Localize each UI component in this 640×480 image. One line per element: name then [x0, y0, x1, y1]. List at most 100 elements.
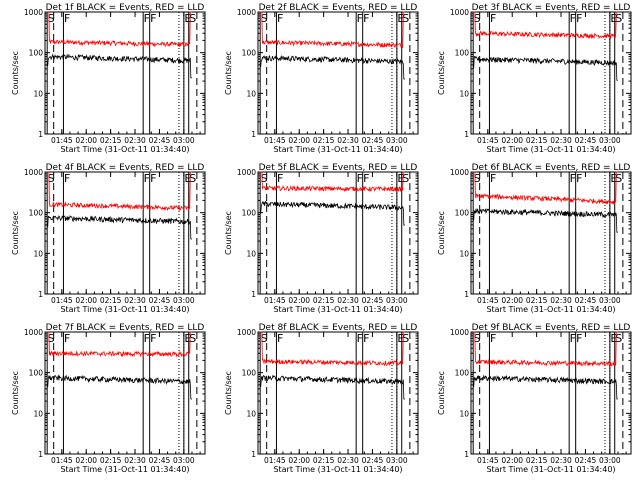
y-tick-label: 100 [455, 49, 470, 58]
plot-frame [44, 171, 206, 295]
series-line-lld [47, 11, 192, 48]
y-tick-label: 1000 [237, 8, 256, 17]
series-line-events [473, 374, 618, 400]
x-tick-label: 03:00 [386, 296, 408, 305]
y-axis-label: Counts/sec [11, 51, 20, 95]
panel-title: Det 4f BLACK = Events, RED = LLD [46, 163, 205, 173]
x-tick-label: 01:45 [264, 296, 286, 305]
x-tick-label: 02:30 [124, 296, 146, 305]
y-tick-label: 10 [459, 249, 469, 258]
marker-label-S: S [615, 332, 622, 345]
panel-title: Det 2f BLACK = Events, RED = LLD [259, 3, 418, 13]
panel-title: Det 5f BLACK = Events, RED = LLD [259, 163, 418, 173]
series-line-lld [473, 11, 618, 40]
x-tick-label: 02:45 [149, 296, 171, 305]
x-tick-label: 02:45 [149, 136, 171, 145]
y-tick-label: 100 [29, 49, 44, 58]
x-tick-label: 02:30 [337, 136, 359, 145]
x-tick-label: 01:45 [264, 456, 286, 465]
x-tick-label: 03:00 [599, 456, 621, 465]
plot-frame [257, 11, 419, 135]
plot-frame [44, 11, 206, 135]
marker-label-E: E [184, 12, 191, 25]
marker-label-E: E [610, 172, 617, 185]
x-axis-label: Start Time (31-Oct-11 01:34:40) [273, 465, 402, 474]
x-tick-label: 02:30 [124, 456, 146, 465]
marker-label-F: F [144, 172, 150, 185]
x-tick-label: 03:00 [173, 296, 195, 305]
x-tick-label: 01:45 [477, 296, 499, 305]
x-tick-label: 02:00 [75, 296, 97, 305]
x-axis-label: Start Time (31-Oct-11 01:34:40) [486, 305, 615, 314]
series-line-lld [473, 171, 618, 205]
series-line-lld [260, 11, 405, 49]
x-axis-label: Start Time (31-Oct-11 01:34:40) [60, 305, 189, 314]
panel-det-6: Det 6f BLACK = Events, RED = LLD 1 10 100 10… [437, 163, 632, 314]
y-tick-label: 1 [464, 450, 469, 459]
y-tick-label: 1 [464, 130, 469, 139]
marker-label-F: F [277, 332, 283, 345]
x-tick-label: 02:45 [575, 136, 597, 145]
x-tick-label: 03:00 [599, 296, 621, 305]
marker-label-F: F [150, 172, 156, 185]
marker-label-F: F [64, 332, 70, 345]
series-line-events [260, 55, 405, 80]
x-tick-label: 02:45 [575, 296, 597, 305]
x-tick-label: 02:45 [362, 296, 384, 305]
x-tick-label: 02:15 [526, 296, 548, 305]
x-tick-label: 02:45 [362, 456, 384, 465]
marker-label-S: S [48, 172, 55, 185]
marker-label-S: S [615, 172, 622, 185]
marker-label-F: F [570, 332, 576, 345]
panel-title: Det 1f BLACK = Events, RED = LLD [46, 3, 205, 13]
x-tick-label: 02:15 [313, 456, 335, 465]
y-tick-label: 1000 [24, 328, 43, 337]
x-axis-label: Start Time (31-Oct-11 01:34:40) [60, 145, 189, 154]
marker-label-E: E [610, 12, 617, 25]
marker-label-F: F [357, 172, 363, 185]
y-tick-label: 1 [251, 290, 256, 299]
x-axis-label: Start Time (31-Oct-11 01:34:40) [486, 145, 615, 154]
panel-det-7: Det 7f BLACK = Events, RED = LLD 1 10 100 10… [11, 323, 206, 474]
x-tick-label: 02:30 [337, 456, 359, 465]
marker-label-S: S [402, 172, 409, 185]
x-tick-label: 02:45 [362, 136, 384, 145]
y-tick-label: 10 [33, 409, 43, 418]
y-axis-label: Counts/sec [11, 371, 20, 415]
x-tick-label: 02:00 [501, 456, 523, 465]
y-tick-label: 10 [246, 409, 256, 418]
series-line-events [473, 207, 618, 233]
x-tick-label: 02:00 [75, 456, 97, 465]
marker-label-F: F [490, 172, 496, 185]
y-tick-label: 1000 [450, 168, 469, 177]
x-tick-label: 01:45 [264, 136, 286, 145]
y-tick-label: 1000 [237, 168, 256, 177]
marker-label-F: F [144, 332, 150, 345]
panel-det-4: Det 4f BLACK = Events, RED = LLD 1 10 100 10… [11, 163, 206, 314]
x-tick-label: 02:30 [550, 296, 572, 305]
y-axis-label: Counts/sec [224, 211, 233, 255]
x-tick-label: 03:00 [173, 456, 195, 465]
x-tick-label: 02:30 [124, 136, 146, 145]
x-tick-label: 02:15 [526, 456, 548, 465]
y-tick-label: 1 [251, 130, 256, 139]
marker-label-F: F [150, 12, 156, 25]
y-tick-label: 100 [242, 369, 257, 378]
y-axis-label: Counts/sec [437, 211, 446, 255]
panel-det-1: Det 1f BLACK = Events, RED = LLD 1 10 100 10… [11, 3, 206, 154]
x-tick-label: 03:00 [173, 136, 195, 145]
x-tick-label: 03:00 [386, 136, 408, 145]
marker-label-E: E [184, 332, 191, 345]
y-tick-label: 1000 [237, 328, 256, 337]
x-tick-label: 03:00 [599, 136, 621, 145]
y-axis-label: Counts/sec [224, 51, 233, 95]
marker-label-S: S [402, 12, 409, 25]
x-axis-label: Start Time (31-Oct-11 01:34:40) [273, 145, 402, 154]
series-line-events [473, 55, 618, 81]
y-tick-label: 100 [29, 209, 44, 218]
series-line-events [260, 200, 405, 226]
marker-label-E: E [397, 172, 404, 185]
y-tick-label: 10 [246, 89, 256, 98]
y-tick-label: 100 [455, 369, 470, 378]
